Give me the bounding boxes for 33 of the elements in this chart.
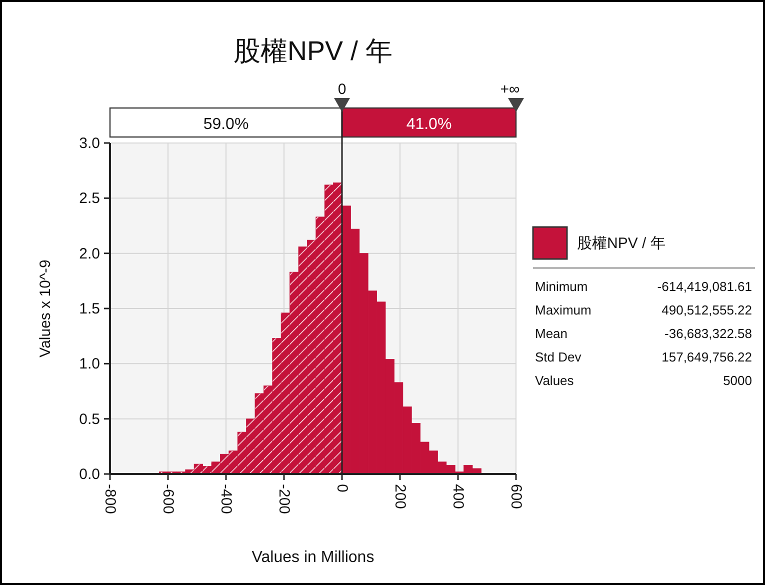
text: -36,683,322.58 (664, 326, 752, 341)
y-axis-title: Values x 10^-9 (37, 260, 54, 358)
x-tick-label: 400 (450, 484, 466, 510)
x-tick-label: 200 (392, 484, 408, 510)
x-tick-label: -600 (160, 484, 176, 514)
ref-line-label: 0 (338, 81, 346, 98)
text: Maximum (535, 302, 592, 318)
x-tick-label: -400 (218, 484, 234, 514)
x-tick-label: 600 (508, 484, 524, 510)
text: 490,512,555.22 (662, 302, 752, 318)
text: Mean (535, 326, 568, 341)
x-tick-label: -800 (102, 484, 118, 514)
legend-label: 股權NPV / 年 (577, 235, 666, 252)
text: Std Dev (535, 350, 582, 364)
text: 41.0% (406, 116, 452, 133)
text: +∞ (500, 81, 520, 98)
y-tick-label: 1.5 (79, 300, 100, 318)
x-tick-label: 0 (334, 484, 350, 492)
chart-title: 股權NPV / 年 (233, 36, 393, 66)
y-tick-label: 2.0 (79, 245, 100, 262)
x-tick-label: -200 (276, 484, 292, 514)
x-axis-title: Values in Millions (252, 549, 374, 566)
y-tick-label: 0.5 (79, 410, 100, 428)
text: 157,649,756.22 (662, 350, 752, 364)
text: Minimum (535, 279, 588, 294)
text: 59.0% (203, 116, 249, 133)
text: Values (535, 373, 574, 388)
y-tick-label: 1.0 (79, 356, 100, 373)
text: -614,419,081.61 (657, 279, 752, 294)
text: 5000 (723, 373, 752, 388)
y-tick-label: 3.0 (79, 135, 100, 152)
y-tick-label: 0.0 (79, 466, 100, 483)
y-tick-label: 2.5 (79, 190, 100, 208)
